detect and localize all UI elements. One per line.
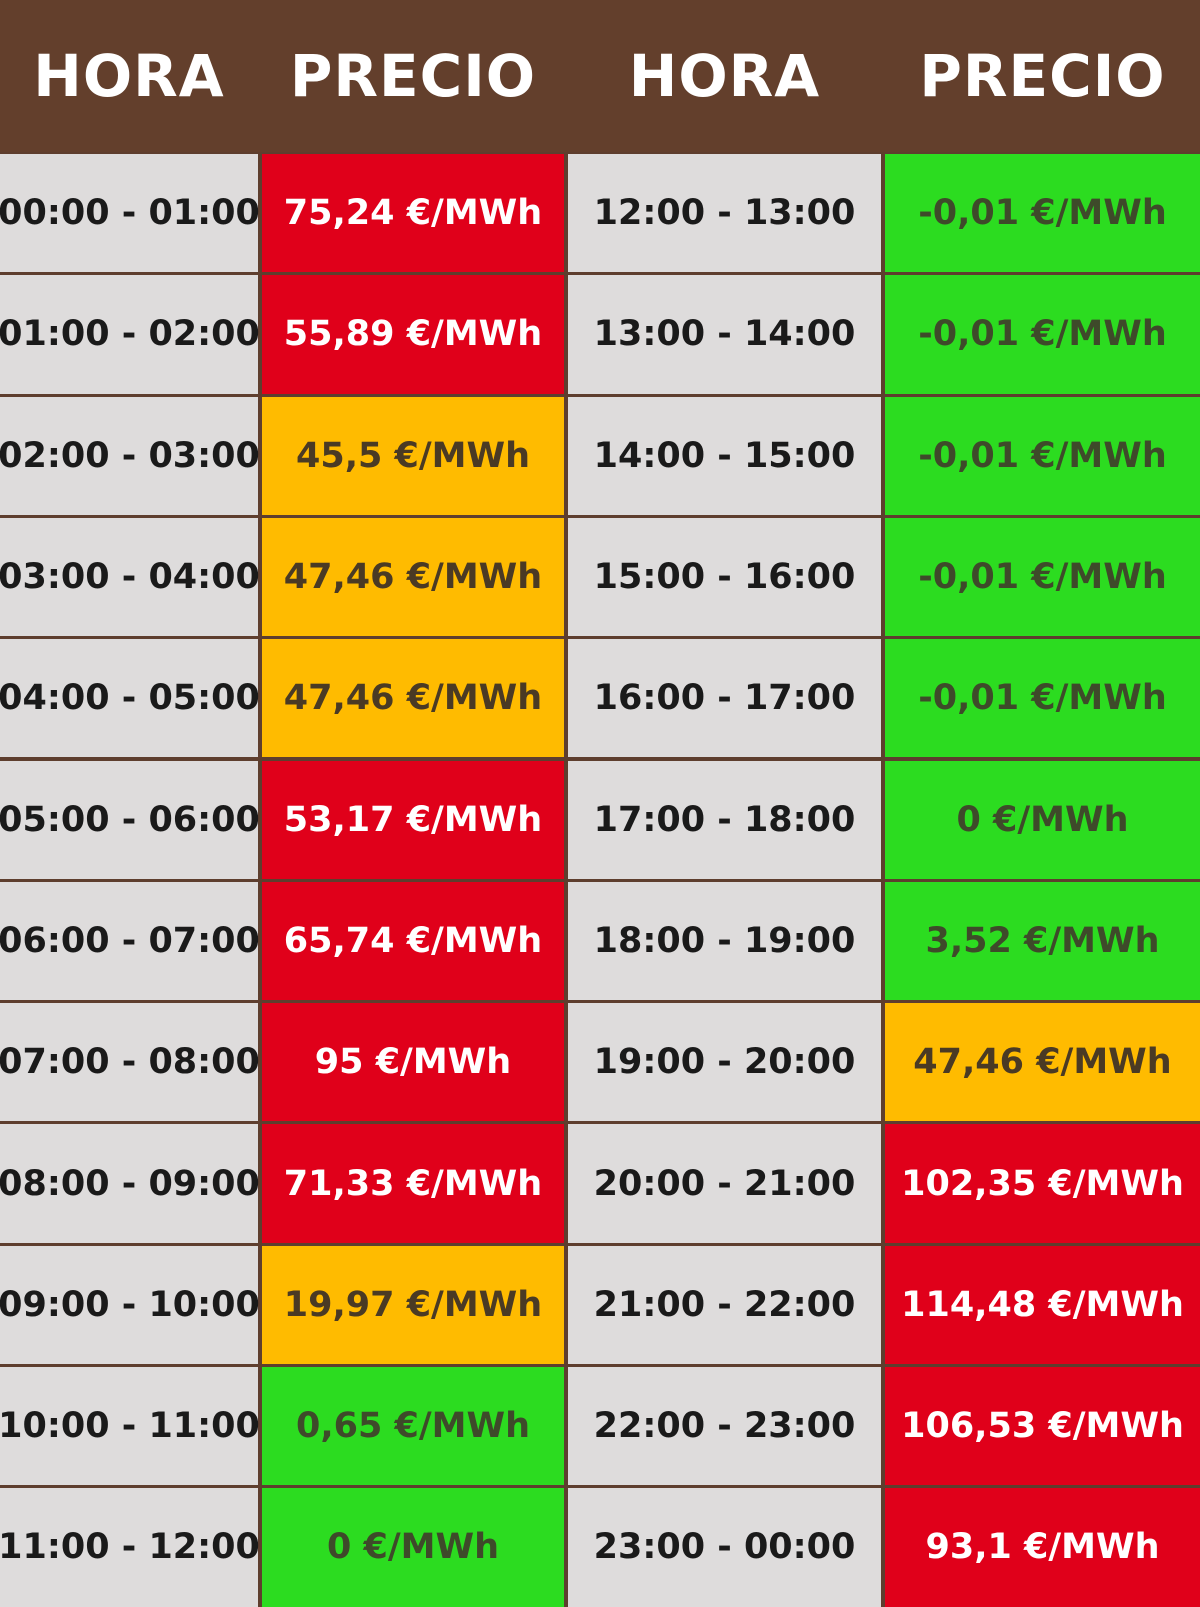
hour-cell-right: 13:00 - 14:00 xyxy=(568,275,881,394)
hour-cell-right: 12:00 - 13:00 xyxy=(568,154,881,273)
price-cell-right: -0,01 €/MWh xyxy=(885,275,1200,394)
price-cell-left: 0,65 €/MWh xyxy=(262,1367,564,1486)
price-cell-right: -0,01 €/MWh xyxy=(885,154,1200,273)
price-cell-left: 65,74 €/MWh xyxy=(262,881,564,1001)
hour-cell-right: 21:00 - 22:00 xyxy=(568,1245,881,1364)
price-cell-right: 0 €/MWh xyxy=(885,760,1200,879)
header-hora-right: HORA xyxy=(628,42,821,110)
hour-cell-left: 01:00 - 02:00 xyxy=(0,275,260,394)
price-cell-left: 55,89 €/MWh xyxy=(262,275,564,394)
hour-cell-right: 14:00 - 15:00 xyxy=(568,396,881,515)
price-cell-left: 19,97 €/MWh xyxy=(262,1245,564,1364)
table-header: HORA PRECIO HORA PRECIO xyxy=(0,0,1200,152)
hour-cell-left: 04:00 - 05:00 xyxy=(0,639,260,758)
hour-cell-right: 20:00 - 21:00 xyxy=(568,1124,881,1243)
price-cell-left: 0 €/MWh xyxy=(262,1488,564,1607)
price-cell-right: -0,01 €/MWh xyxy=(885,639,1200,758)
price-cell-left: 45,5 €/MWh xyxy=(262,396,564,515)
price-cell-right: 93,1 €/MWh xyxy=(885,1488,1200,1607)
price-cell-right: 114,48 €/MWh xyxy=(885,1245,1200,1364)
price-cell-right: -0,01 €/MWh xyxy=(885,517,1200,637)
price-cell-left: 47,46 €/MWh xyxy=(262,639,564,758)
hour-cell-right: 15:00 - 16:00 xyxy=(568,517,881,637)
hour-cell-left: 00:00 - 01:00 xyxy=(0,154,260,273)
hour-cell-left: 06:00 - 07:00 xyxy=(0,881,260,1001)
hour-cell-left: 05:00 - 06:00 xyxy=(0,760,260,879)
hour-cell-right: 19:00 - 20:00 xyxy=(568,1003,881,1122)
header-hora-left: HORA xyxy=(33,42,225,110)
hour-cell-right: 18:00 - 19:00 xyxy=(568,881,881,1001)
hour-cell-left: 11:00 - 12:00 xyxy=(0,1488,260,1607)
hour-cell-left: 10:00 - 11:00 xyxy=(0,1367,260,1486)
price-cell-right: -0,01 €/MWh xyxy=(885,396,1200,515)
hour-cell-left: 02:00 - 03:00 xyxy=(0,396,260,515)
hour-cell-left: 09:00 - 10:00 xyxy=(0,1245,260,1364)
price-cell-right: 106,53 €/MWh xyxy=(885,1367,1200,1486)
price-cell-left: 53,17 €/MWh xyxy=(262,760,564,879)
header-precio-left: PRECIO xyxy=(289,42,537,110)
price-cell-left: 47,46 €/MWh xyxy=(262,517,564,637)
price-cell-right: 3,52 €/MWh xyxy=(885,881,1200,1001)
hour-cell-left: 08:00 - 09:00 xyxy=(0,1124,260,1243)
price-cell-right: 47,46 €/MWh xyxy=(885,1003,1200,1122)
price-cell-left: 75,24 €/MWh xyxy=(262,154,564,273)
hour-cell-left: 03:00 - 04:00 xyxy=(0,517,260,637)
price-cell-right: 102,35 €/MWh xyxy=(885,1124,1200,1243)
hour-cell-right: 17:00 - 18:00 xyxy=(568,760,881,879)
hour-cell-right: 23:00 - 00:00 xyxy=(568,1488,881,1607)
price-cell-left: 95 €/MWh xyxy=(262,1003,564,1122)
hour-cell-right: 22:00 - 23:00 xyxy=(568,1367,881,1486)
price-cell-left: 71,33 €/MWh xyxy=(262,1124,564,1243)
hour-cell-right: 16:00 - 17:00 xyxy=(568,639,881,758)
header-precio-right: PRECIO xyxy=(919,42,1166,110)
hour-cell-left: 07:00 - 08:00 xyxy=(0,1003,260,1122)
